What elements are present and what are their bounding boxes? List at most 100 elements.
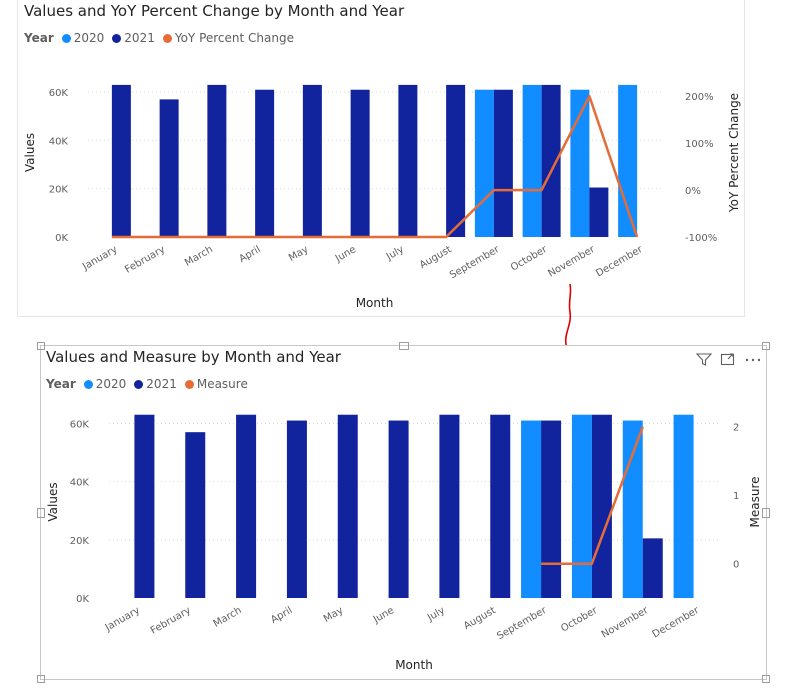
y2-tick-label: 100% [685,139,714,150]
x-tick-label: March [183,244,215,269]
resize-handle[interactable] [37,508,45,518]
x-tick-label: May [322,605,345,625]
visual-header-icons [696,352,762,366]
legend-item-2020[interactable]: 2020 [61,31,105,45]
bar-2021-february[interactable] [185,432,206,598]
legend-marker-line [162,33,172,43]
x-tick-label: June [333,244,358,265]
x-tick-label: January [103,605,142,634]
y-tick-label: 40K [49,136,69,147]
x-tick-label: February [149,605,193,637]
bar-2020-october[interactable] [571,414,592,598]
legend-label-2020: 2020 [73,31,105,45]
x-tick-label: December [651,605,702,641]
x-tick-label: July [425,605,447,624]
y-tick-label: 40K [70,478,90,489]
y2-tick-label: 0 [733,560,739,571]
line-series-measure[interactable] [541,426,644,565]
bar-2021-october[interactable] [541,84,561,238]
y-tick-label: 60K [49,88,69,99]
filter-icon[interactable] [696,352,712,366]
y-tick-label: 0K [76,594,89,605]
x-tick-label: January [80,244,119,273]
legend-title: Year [46,377,76,391]
x-tick-label: December [594,244,645,280]
bottom-visual-panel[interactable]: Values and Measure by Month and Year Yea… [37,342,770,683]
legend-title: Year [24,31,54,45]
legend-marker-2021 [112,33,122,43]
resize-handle[interactable] [762,675,770,683]
x-tick-label: October [559,605,600,635]
legend-label-2020: 2020 [95,377,127,391]
bar-2021-march[interactable] [207,84,227,238]
y2-tick-label: 2 [733,423,739,434]
resize-handle[interactable] [762,508,770,518]
bar-2021-may[interactable] [302,84,322,238]
x-axis-title: Month [356,296,394,310]
y-axis-title: Values [23,133,37,172]
bar-2020-december[interactable] [618,84,638,238]
legend-item-2021[interactable]: 2021 [134,377,177,391]
bar-2021-january[interactable] [134,414,155,598]
y-tick-label: 60K [70,419,90,430]
legend: Year 2020 2021 YoY Percent Change [24,31,302,45]
resize-handle[interactable] [37,342,45,350]
y-tick-label: 20K [70,536,90,547]
y2-tick-label: 0% [685,186,701,197]
bar-2020-december[interactable] [673,414,694,598]
x-tick-label: July [384,244,406,263]
bar-2021-august[interactable] [490,414,511,598]
bar-2021-november[interactable] [642,538,663,598]
bar-2021-may[interactable] [337,414,358,598]
bar-2021-september[interactable] [493,89,513,237]
bar-2021-april[interactable] [255,89,275,237]
focus-mode-icon[interactable] [720,352,736,366]
legend-label-2021: 2021 [146,377,177,391]
bar-2021-february[interactable] [159,99,179,237]
bar-2020-october[interactable] [522,84,542,238]
legend-item-2021[interactable]: 2021 [112,31,155,45]
bar-2021-july[interactable] [398,84,418,238]
top-visual-panel[interactable]: Values and YoY Percent Change by Month a… [17,0,745,317]
legend-item-line[interactable]: YoY Percent Change [162,31,294,45]
y-tick-label: 0K [55,233,68,244]
bar-2020-november[interactable] [622,420,643,598]
bar-2020-september[interactable] [521,420,542,598]
bar-2021-january[interactable] [111,84,131,238]
x-tick-label: August [418,244,454,271]
x-tick-label: November [600,605,651,641]
x-tick-label: September [495,605,549,643]
bar-2021-august[interactable] [446,84,466,238]
x-tick-label: November [546,244,597,280]
y2-tick-label: 200% [685,92,714,103]
resize-handle[interactable] [37,675,45,683]
legend-marker-2020 [83,379,93,389]
bar-2021-april[interactable] [286,420,307,598]
legend-item-line[interactable]: Measure [184,377,248,391]
x-tick-label: May [287,244,310,264]
bar-2021-march[interactable] [236,414,257,598]
legend-item-2020[interactable]: 2020 [83,377,127,391]
x-tick-label: June [371,605,396,626]
bar-2021-november[interactable] [589,187,609,237]
bar-2021-july[interactable] [439,414,460,598]
combo-chart-bottom: 0K 20K 40K 60K 0 1 2 January February March April M… [46,414,762,672]
bar-2021-june[interactable] [388,420,409,598]
combo-chart-top: 0K 20K 40K 60K -100% 0% 100% 200% January Februar… [23,84,741,310]
legend-label-2021: 2021 [124,31,155,45]
legend: Year 2020 2021 Measure [46,377,256,391]
bar-2020-september[interactable] [474,89,494,237]
resize-handle[interactable] [399,342,409,350]
x-tick-label: September [448,244,502,282]
legend-label-line: YoY Percent Change [174,31,294,45]
line-series-yoy-percent-change[interactable] [111,94,639,239]
bar-2021-october[interactable] [591,414,612,598]
y-tick-label: 20K [49,185,69,196]
bar-2021-september[interactable] [541,420,562,598]
x-tick-label: March [212,605,244,630]
more-options-icon[interactable] [744,352,762,366]
bar-2020-november[interactable] [570,89,590,237]
legend-marker-2021 [134,379,144,389]
bar-2021-june[interactable] [350,89,370,237]
resize-handle[interactable] [762,342,770,350]
